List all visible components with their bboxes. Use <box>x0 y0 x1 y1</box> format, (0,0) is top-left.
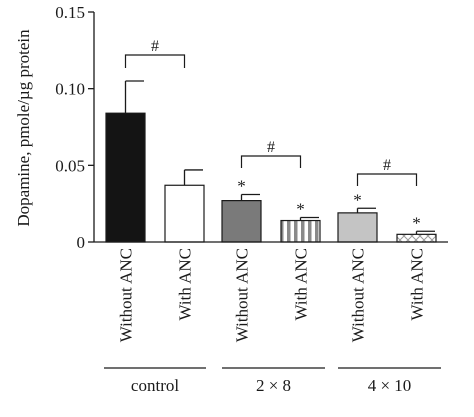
significance-star: * <box>296 199 305 218</box>
significance-stars: * * * * <box>237 176 421 232</box>
y-tick-label: 0 <box>77 233 86 252</box>
group-label: 2 × 8 <box>256 376 291 395</box>
category-label: Without ANC <box>233 248 252 342</box>
y-tick-label: 0.15 <box>55 3 85 22</box>
significance-bracket <box>240 155 302 168</box>
category-labels: Without ANC With ANC Without ANC With ANC Wi… <box>117 248 427 342</box>
group-label: control <box>131 376 179 395</box>
significance-star: * <box>353 190 362 209</box>
bar-2-1 <box>396 233 437 243</box>
y-ticks: 0 0.05 0.10 0.15 <box>55 3 94 252</box>
category-label: With ANC <box>292 248 311 321</box>
category-label: With ANC <box>176 248 195 321</box>
bar-0-0 <box>105 112 146 243</box>
significance-hash: # <box>383 157 391 174</box>
y-tick-label: 0.05 <box>55 156 85 175</box>
bar-1-1 <box>280 219 321 243</box>
significance-star: * <box>412 213 421 232</box>
significance-hash: # <box>151 38 159 55</box>
category-label: Without ANC <box>349 248 368 342</box>
group-label: 4 × 10 <box>368 376 412 395</box>
bar-0-1 <box>164 184 205 243</box>
bar-1-0 <box>221 200 262 243</box>
y-tick-label: 0.10 <box>55 80 85 99</box>
y-axis-label: Dopamine, pmole/µg protein <box>14 29 33 227</box>
significance-hash: # <box>267 139 275 156</box>
bar-2-0 <box>337 212 378 243</box>
significance-bracket <box>356 173 418 186</box>
significance-star: * <box>237 176 246 195</box>
significance-bracket <box>124 54 186 68</box>
error-bars <box>124 80 435 235</box>
category-label: With ANC <box>408 248 427 321</box>
significance-brackets: # # # <box>124 38 418 186</box>
category-label: Without ANC <box>117 248 136 342</box>
group-labels: control 2 × 8 4 × 10 <box>104 367 441 395</box>
bars <box>105 112 437 243</box>
